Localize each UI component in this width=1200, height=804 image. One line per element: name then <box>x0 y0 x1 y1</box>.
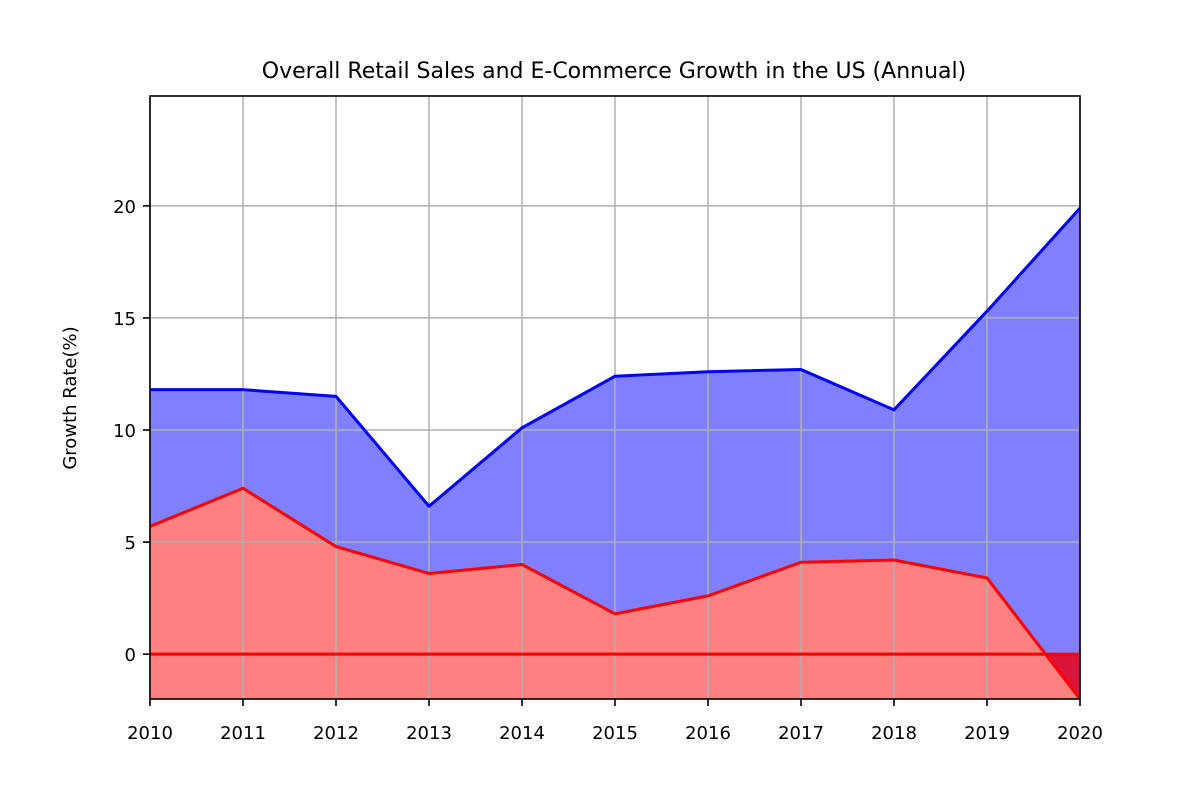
x-tick-label: 2019 <box>964 723 1010 744</box>
x-tick-label: 2011 <box>220 723 266 744</box>
x-axis-ticks: 2010 2011 2012 2013 2014 2015 2016 2017 2018 2019… <box>127 699 1103 744</box>
y-tick-label: 0 <box>125 645 136 666</box>
y-tick-label: 5 <box>125 533 136 554</box>
series-lines <box>150 207 1080 699</box>
series-1-line <box>150 207 1080 508</box>
y-tick-label: 15 <box>113 309 136 330</box>
chart-title: Overall Retail Sales and E-Commerce Grow… <box>262 59 966 84</box>
y-axis-ticks: 0 5 10 15 20 <box>113 197 150 666</box>
series-2-line <box>150 486 1080 699</box>
x-tick-label: 2017 <box>778 723 824 744</box>
y-tick-label: 20 <box>113 197 136 218</box>
x-tick-label: 2018 <box>871 723 917 744</box>
plot-area: 2010 2011 2012 2013 2014 2015 2016 2017 2018 2019… <box>113 95 1103 744</box>
x-tick-label: 2016 <box>685 723 731 744</box>
x-tick-label: 2013 <box>406 723 452 744</box>
y-tick-label: 10 <box>113 421 136 442</box>
y-axis-label: Growth Rate(%) <box>60 326 81 469</box>
x-tick-label: 2010 <box>127 723 173 744</box>
x-tick-label: 2012 <box>313 723 359 744</box>
x-tick-label: 2014 <box>499 723 545 744</box>
series-2-area <box>150 488 1080 699</box>
x-tick-label: 2015 <box>592 723 638 744</box>
x-tick-label: 2020 <box>1057 723 1103 744</box>
